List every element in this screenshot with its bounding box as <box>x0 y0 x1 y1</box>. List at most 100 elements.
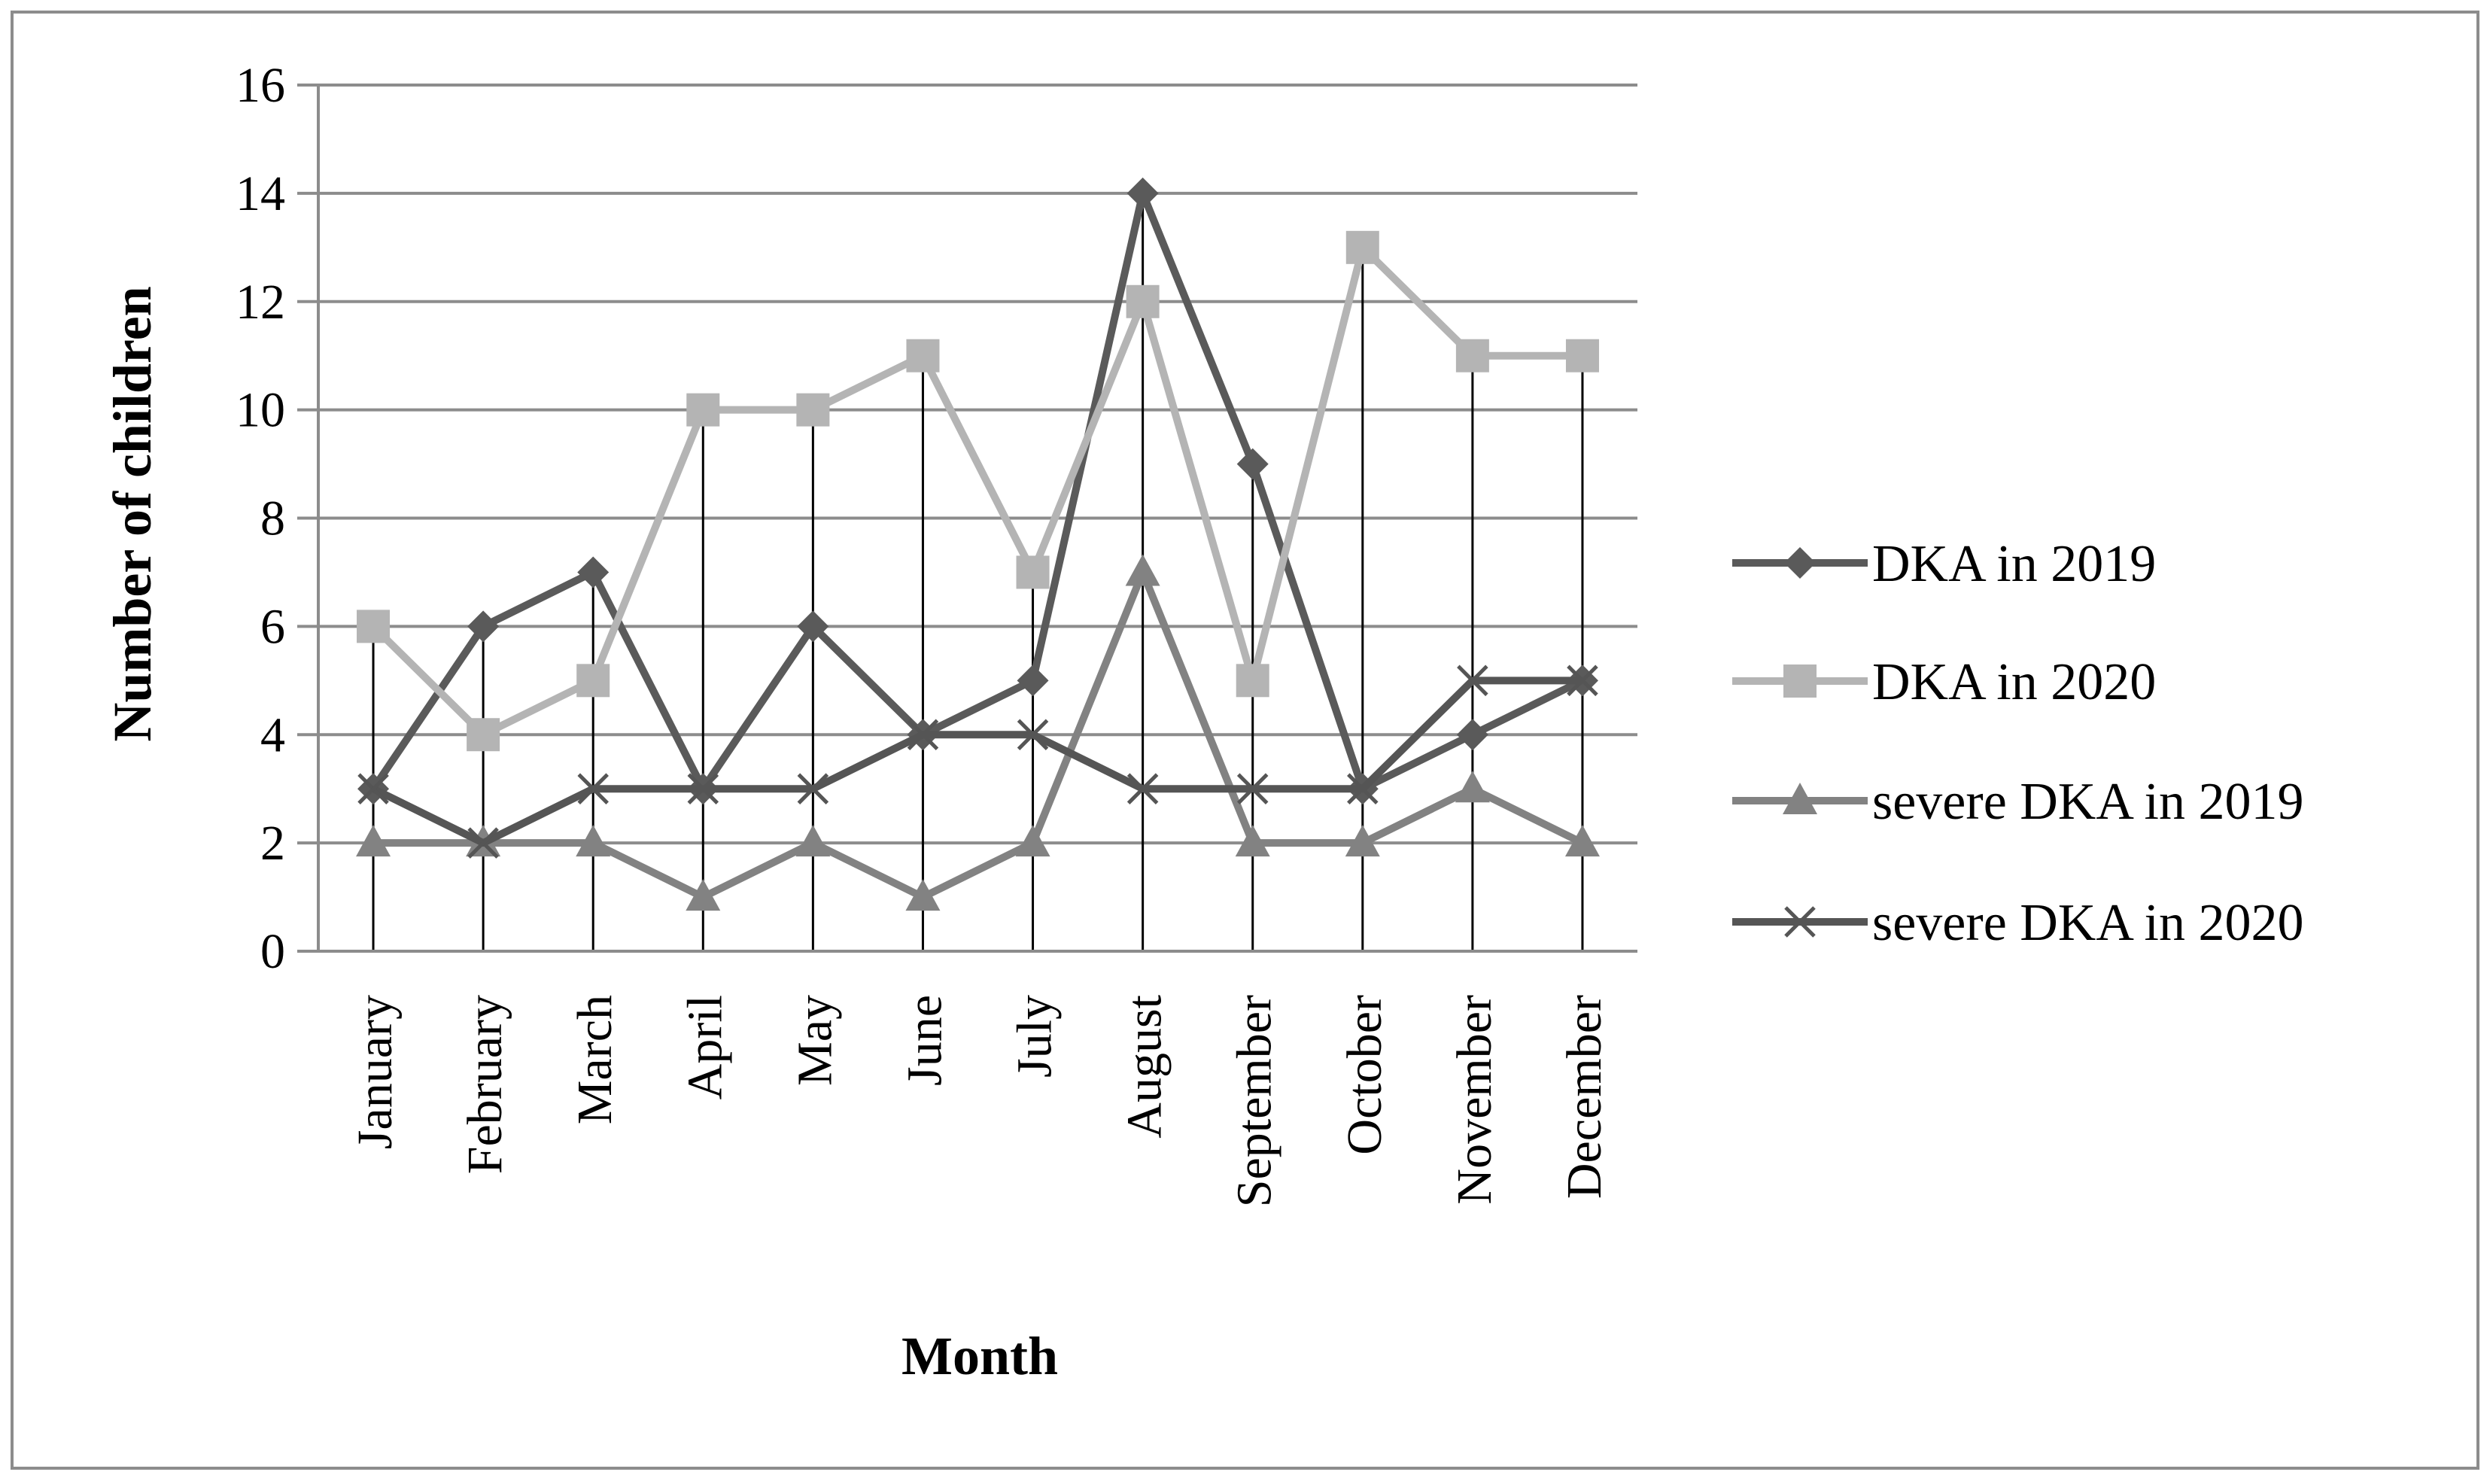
x-tick-label: May <box>787 995 842 1086</box>
legend-label: severe DKA in 2020 <box>1872 894 2304 952</box>
x-tick-label: March <box>567 995 622 1124</box>
data-point <box>1455 339 1489 373</box>
series-line <box>373 568 1585 902</box>
legend-marker <box>1784 906 1816 938</box>
x-tick-label: January <box>348 995 403 1149</box>
legend: DKA in 2019 DKA in 2020 severe DKA in 2019… <box>1732 535 2304 952</box>
y-tick-label: 2 <box>260 816 285 871</box>
x-mark-stroke <box>357 773 389 804</box>
series-3 <box>356 554 1600 911</box>
legend-label: DKA in 2020 <box>1872 653 2156 711</box>
x-mark-stroke <box>577 773 609 804</box>
data-point <box>1017 719 1049 751</box>
data-point <box>907 719 939 751</box>
y-tick-label: 14 <box>236 166 285 221</box>
data-point <box>797 773 829 804</box>
data-point <box>1236 773 1269 804</box>
x-mark-stroke <box>1347 773 1379 804</box>
data-point <box>1456 719 1488 751</box>
drop-lines <box>372 193 1584 951</box>
data-point <box>357 773 389 804</box>
x-tick-label: August <box>1117 995 1172 1139</box>
data-point <box>576 664 610 698</box>
x-tick-label: July <box>1008 995 1063 1078</box>
data-point <box>1457 664 1488 697</box>
legend-item-2: DKA in 2020 <box>1732 653 2156 711</box>
axis-labels: 0 2 4 6 8 10 12 14 16 January February March April Ma… <box>236 58 1612 1207</box>
legend-item-4: severe DKA in 2020 <box>1732 894 2304 952</box>
data-point <box>467 718 500 752</box>
legend-item-3: severe DKA in 2019 <box>1732 773 2304 831</box>
data-point <box>1455 771 1490 803</box>
x-mark-stroke <box>907 719 939 751</box>
series-line <box>370 243 1582 739</box>
x-mark-stroke <box>687 773 719 804</box>
data-point <box>687 773 719 804</box>
data-point <box>1236 664 1269 698</box>
chart-border <box>11 11 2479 1470</box>
x-axis-title: Month <box>901 1326 1058 1386</box>
x-mark-stroke <box>1017 719 1049 751</box>
x-tick-label: June <box>897 995 952 1086</box>
series-line <box>371 677 1582 847</box>
y-tick-label: 0 <box>260 924 285 979</box>
data-point <box>1017 664 1049 697</box>
y-tick-label: 10 <box>236 383 285 438</box>
data-point <box>1345 230 1379 264</box>
data-point <box>467 827 499 859</box>
legend-marker <box>1783 783 1817 814</box>
data-point <box>1564 825 1600 857</box>
y-axis-title: Number of children <box>102 286 163 741</box>
legend-label: severe DKA in 2019 <box>1872 773 2304 831</box>
legend-label: DKA in 2019 <box>1872 535 2156 593</box>
data-point <box>577 556 610 588</box>
legend-marker <box>1783 664 1817 698</box>
y-tick-label: 16 <box>236 58 285 113</box>
data-point <box>1125 554 1160 586</box>
data-point <box>357 610 391 643</box>
data-point <box>467 610 500 643</box>
data-point <box>1236 448 1269 480</box>
data-point <box>686 393 720 427</box>
data-point <box>577 773 609 804</box>
x-tick-label: April <box>677 995 732 1099</box>
x-mark-stroke <box>1567 664 1598 697</box>
y-tick-label: 8 <box>260 491 285 546</box>
x-tick-label: September <box>1227 995 1282 1207</box>
x-mark-stroke <box>467 827 499 859</box>
x-mark-stroke <box>1126 773 1159 804</box>
legend-item-1: DKA in 2019 <box>1732 535 2156 593</box>
data-point <box>797 610 829 643</box>
x-mark-stroke <box>797 773 829 804</box>
x-tick-label: February <box>458 995 512 1174</box>
x-mark-stroke <box>1457 664 1488 697</box>
data-point <box>1565 339 1599 373</box>
series-line <box>369 189 1585 793</box>
data-point <box>1015 825 1050 857</box>
data-point <box>1126 177 1159 209</box>
series <box>356 177 1600 911</box>
x-tick-label: October <box>1337 995 1392 1155</box>
x-tick-label: December <box>1557 995 1612 1199</box>
data-point <box>906 339 940 373</box>
series-4 <box>357 664 1598 859</box>
data-point <box>1235 825 1270 857</box>
data-point <box>1126 773 1159 804</box>
gridlines <box>318 84 1637 845</box>
data-point <box>576 825 611 857</box>
data-point <box>356 825 391 857</box>
data-point <box>1126 284 1160 318</box>
x-mark-stroke <box>1784 906 1816 938</box>
x-mark-stroke <box>1236 773 1269 804</box>
y-tick-label: 12 <box>236 275 285 330</box>
axes <box>297 84 1637 953</box>
data-point <box>686 879 721 911</box>
y-tick-label: 6 <box>260 599 285 654</box>
x-tick-label: November <box>1447 995 1502 1205</box>
data-point <box>1347 773 1379 804</box>
data-point <box>1016 555 1050 589</box>
data-point <box>905 879 941 911</box>
data-point <box>796 393 830 427</box>
